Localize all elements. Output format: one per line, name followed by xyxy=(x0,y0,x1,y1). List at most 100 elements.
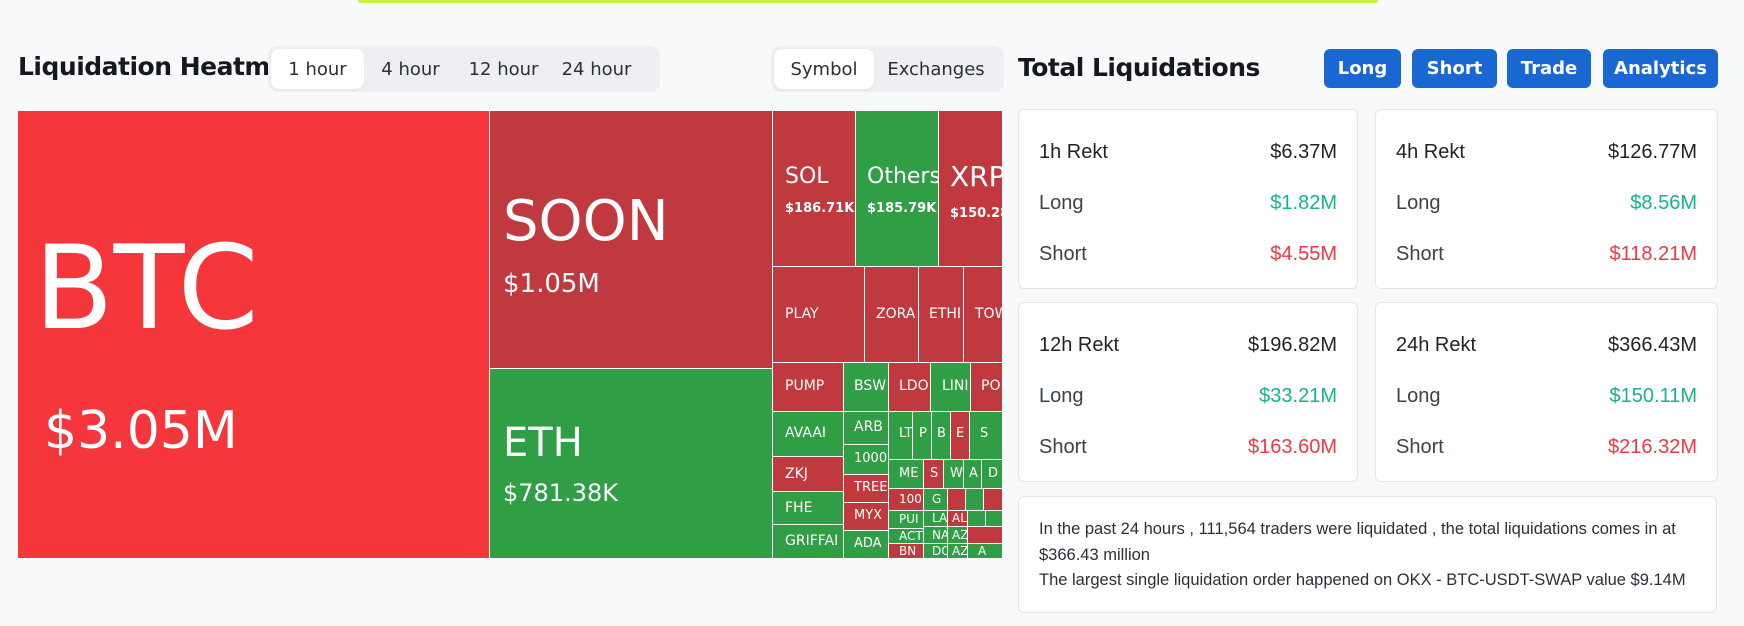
heatmap-tile-ldo[interactable]: LDO xyxy=(889,363,931,412)
heatmap-tile-bn[interactable]: BN xyxy=(889,544,924,559)
heatmap-tile-sm4[interactable] xyxy=(968,511,986,527)
heatmap-tile-myx[interactable]: MYX xyxy=(844,503,889,531)
heatmap-tile-al[interactable]: AL xyxy=(948,511,968,527)
short-button[interactable]: Short xyxy=(1412,49,1497,88)
heatmap-tile-others[interactable]: Others $185.79K xyxy=(856,111,939,267)
tile-symbol: AVAAI xyxy=(785,425,827,441)
tile-symbol: BN xyxy=(899,544,917,558)
tile-symbol: PUI xyxy=(899,512,919,526)
tile-symbol: LDO xyxy=(899,378,929,394)
tile-symbol: AL xyxy=(952,511,967,525)
tile-symbol: B xyxy=(937,426,946,441)
heatmap-tile-a[interactable]: A xyxy=(964,460,982,489)
heatmap-tile-lt[interactable]: LT xyxy=(889,412,913,460)
heatmap-tile-soon[interactable]: SOON $1.05M xyxy=(490,111,773,369)
heatmap-tile-p[interactable]: P xyxy=(913,412,932,460)
short-value: $118.21M xyxy=(1609,243,1697,265)
liquidation-heatmap: BTC $3.05M SOON $1.05M ETH $781.38K SOL … xyxy=(18,111,1003,559)
heatmap-title: Liquidation Heatmap xyxy=(18,52,304,81)
card-total: $366.43M xyxy=(1608,334,1697,356)
short-label: Short xyxy=(1039,243,1087,265)
heatmap-tile-griffai[interactable]: GRIFFAI xyxy=(773,525,844,559)
summary-traders-liquidated: In the past 24 hours , 111,564 traders w… xyxy=(1039,520,1676,564)
heatmap-tile-zkj[interactable]: ZKJ xyxy=(773,457,844,492)
heatmap-tile-sm3[interactable] xyxy=(984,489,1003,511)
card-total: $126.77M xyxy=(1608,141,1697,163)
heatmap-tile-sm1[interactable] xyxy=(948,489,966,511)
heatmap-tile-avaai[interactable]: AVAAI xyxy=(773,412,844,457)
total-liquidations-title: Total Liquidations xyxy=(1018,53,1260,82)
heatmap-tile-ada[interactable]: ADA xyxy=(844,531,889,559)
tile-value: $186.71K xyxy=(785,201,855,216)
heatmap-tile-ethi[interactable]: ETHI xyxy=(919,267,964,363)
tile-symbol: ME xyxy=(899,466,919,481)
tab-1-hour[interactable]: 1 hour xyxy=(271,49,364,89)
tile-symbol: E xyxy=(956,426,965,441)
heatmap-tile-w[interactable]: W xyxy=(944,460,964,489)
long-label: Long xyxy=(1396,385,1441,407)
heatmap-tile-100[interactable]: 100 xyxy=(889,489,924,511)
heatmap-tile-me[interactable]: ME xyxy=(889,460,924,489)
heatmap-tile-sm5[interactable] xyxy=(986,511,1003,527)
tile-symbol: A xyxy=(978,544,987,558)
heatmap-tile-e[interactable]: E xyxy=(951,412,970,460)
heatmap-tile-sm6[interactable] xyxy=(968,527,1003,544)
tab-symbol[interactable]: Symbol xyxy=(774,49,874,89)
short-value: $163.60M xyxy=(1248,436,1337,458)
heatmap-tile-arb[interactable]: ARB xyxy=(844,412,889,445)
tile-symbol: D xyxy=(988,466,999,481)
tile-symbol: G xyxy=(932,492,942,506)
heatmap-tile-la[interactable]: LA xyxy=(924,511,948,527)
analytics-button[interactable]: Analytics xyxy=(1603,49,1718,88)
heatmap-tile-s[interactable]: S xyxy=(970,412,1003,460)
heatmap-tile-1000[interactable]: 1000 xyxy=(844,445,889,475)
heatmap-tile-tow[interactable]: TOW xyxy=(964,267,1003,363)
heatmap-tile-sol[interactable]: SOL $186.71K xyxy=(773,111,856,267)
heatmap-tile-g[interactable]: G xyxy=(924,489,948,511)
heatmap-tile-pu[interactable]: PUI xyxy=(889,511,924,529)
trade-button[interactable]: Trade xyxy=(1507,49,1591,88)
heatmap-tile-az2[interactable]: AZ xyxy=(948,544,968,559)
long-button[interactable]: Long xyxy=(1324,49,1401,88)
long-label: Long xyxy=(1396,192,1441,214)
heatmap-tile-btc[interactable]: BTC $3.05M xyxy=(18,111,490,559)
long-label: Long xyxy=(1039,192,1084,214)
heatmap-tile-b[interactable]: B xyxy=(932,412,951,460)
card-label: 24h Rekt xyxy=(1396,334,1477,356)
heatmap-tile-play[interactable]: PLAY xyxy=(773,267,865,363)
heatmap-tile-s2[interactable]: S xyxy=(924,460,944,489)
summary-largest-order: The largest single liquidation order hap… xyxy=(1039,571,1686,589)
tile-symbol: ARB xyxy=(854,419,883,435)
tile-value: $185.79K xyxy=(867,201,937,216)
heatmap-tile-eth[interactable]: ETH $781.38K xyxy=(490,369,773,559)
heatmap-tile-bsw[interactable]: BSW xyxy=(844,363,889,412)
tab-12-hour[interactable]: 12 hour xyxy=(468,58,539,80)
heatmap-tile-az[interactable]: AZ xyxy=(948,527,968,544)
heatmap-tile-sm2[interactable] xyxy=(966,489,984,511)
tile-symbol: AZ xyxy=(952,528,968,542)
heatmap-tile-zora[interactable]: ZORA xyxy=(865,267,919,363)
tab-exchanges[interactable]: Exchanges xyxy=(887,58,985,80)
heatmap-tile-pump[interactable]: PUMP xyxy=(773,363,844,412)
short-label: Short xyxy=(1396,436,1444,458)
heatmap-tile-po[interactable]: PO xyxy=(971,363,1003,412)
heatmap-tile-d[interactable]: D xyxy=(982,460,1003,489)
heatmap-tile-act[interactable]: ACT xyxy=(889,529,924,544)
tile-symbol: AZ xyxy=(952,544,968,558)
heatmap-tile-do[interactable]: DO xyxy=(924,544,948,559)
heatmap-tile-tree[interactable]: TREE xyxy=(844,475,889,503)
tab-24-hour[interactable]: 24 hour xyxy=(561,58,632,80)
heatmap-tile-xrp[interactable]: XRP $150.28 xyxy=(939,111,1003,267)
heatmap-tile-fhe[interactable]: FHE xyxy=(773,492,844,525)
heatmap-tile-na[interactable]: NA xyxy=(924,527,948,544)
tile-symbol: GRIFFAI xyxy=(785,533,839,549)
heatmap-tile-a2[interactable]: A xyxy=(968,544,1003,559)
tile-symbol: 100 xyxy=(899,492,922,506)
top-accent-bar xyxy=(358,0,1378,3)
short-label: Short xyxy=(1039,436,1087,458)
tile-symbol: ACT xyxy=(899,529,923,543)
long-value: $33.21M xyxy=(1259,385,1337,407)
heatmap-tile-lin[interactable]: LINI xyxy=(931,363,971,412)
short-value: $4.55M xyxy=(1270,243,1337,265)
tab-4-hour[interactable]: 4 hour xyxy=(381,58,440,80)
